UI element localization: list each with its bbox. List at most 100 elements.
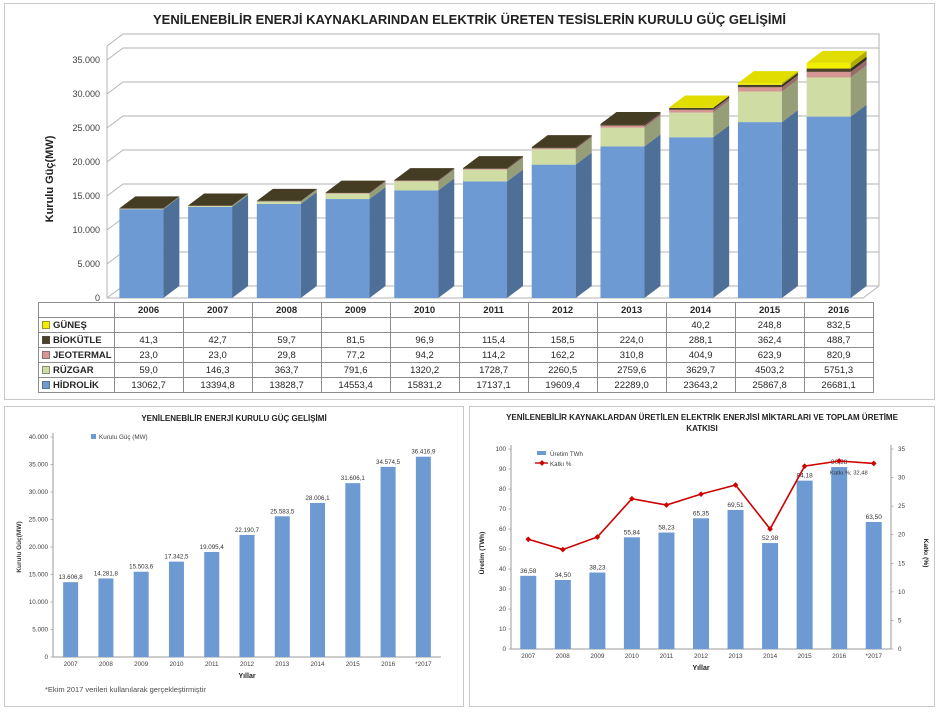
legend-swatch-icon [537,451,546,455]
bar-side-face [644,134,661,298]
bar-value-label: 19.095,4 [200,544,225,551]
x-tick-label: 2008 [556,653,571,660]
year-header-cell: 2009 [320,302,391,318]
year-header-cell: 2014 [665,302,736,318]
x-tick-label: 2016 [381,661,396,668]
year-header-cell: 2016 [803,302,874,318]
table-value-cell [389,317,460,333]
bar-top-face [119,196,180,209]
bar-side-face [507,156,523,169]
x-tick-label: 2009 [134,661,149,668]
y-axis-title: Kurulu Güç(MW) [44,135,56,222]
y-tick-label: 5.000 [77,259,100,269]
bar-side-face [163,196,180,209]
bar [204,551,220,657]
table-value-cell: 115,4 [458,332,529,348]
series-label-cell: GÜNEŞ [38,317,115,333]
bar-value-label: 63,50 [866,514,883,521]
bar-side-face [369,180,386,194]
y-tick-label: 0 [44,654,48,661]
y-tick-label: 15.000 [29,572,49,579]
bar-value-label: 28.006,1 [305,495,330,502]
series-label-cell: RÜZGAR [38,362,115,378]
bar-side-face [232,193,249,207]
bar-group-2007 [188,193,249,298]
bar-side-face [713,95,730,108]
table-value-cell [113,317,184,333]
y-axis-title: Kurulu Güç(MW) [16,521,23,572]
bar-segment [188,206,233,298]
line-marker-icon [663,502,670,508]
y-tick-label: 5.000 [32,627,48,634]
line-marker-icon [698,491,704,497]
bar-segment [737,122,782,298]
table-value-cell: 13394,8 [182,377,253,393]
bottom-right-chart-svg: 0 10 20 30 40 50 60 70 80 90 100 0 5 10 15 20 25 30 35 Üret… [477,445,929,672]
bar-segment [256,201,301,204]
bar-side-face [232,193,249,206]
x-tick-label: 2015 [798,653,813,660]
data-table: 2006 2007 2008 2009 2010 2011 2012 2013 2014 2015… [38,302,874,393]
table-value-cell [182,317,253,333]
y-tick-label-left: 50 [499,546,507,553]
bar-group-2012 [531,135,592,298]
legend-marker-icon [539,460,545,466]
table-value-cell: 2260,5 [527,362,598,378]
bar-side-face [850,59,867,78]
bar-side-face [438,168,455,182]
table-value-cell: 23,0 [113,347,184,363]
x-tick-label: 2012 [240,661,255,668]
year-header-cell: 2006 [113,302,184,318]
bar-side-face [163,197,180,298]
bar-segment [463,168,507,169]
y-tick-label: 0 [95,293,100,303]
bar-value-label: 38,23 [589,565,606,572]
table-value-cell: 248,8 [734,317,805,333]
y-tick-label: 20.000 [72,157,100,167]
table-value-cell [251,317,322,333]
panel-production-and-contribution: YENİLENEBİLİR KAYNAKLARDAN ÜRETİLEN ELEK… [469,406,935,707]
bar [693,518,709,649]
y-tick-label: 15.000 [72,191,100,201]
x-tick-label: *2017 [415,661,432,668]
year-header-cell: 2010 [389,302,460,318]
bar-side-face [369,187,386,298]
bar-top-face [256,188,317,201]
bar-value-label: 84,18 [796,473,813,480]
bar [589,572,606,649]
bar-value-label: 25.583,5 [270,508,295,515]
bar-side-face [850,56,867,72]
bar-segment [600,127,645,147]
bar-segment [669,109,714,113]
x-tick-label: 2010 [625,653,640,660]
bar-side-face [781,110,798,298]
bar-side-face [713,125,730,298]
bar-segment [669,112,714,138]
bar-side-face [575,137,592,165]
y-tick-label: 35.000 [72,55,100,65]
table-value-cell: 288,1 [665,332,736,348]
bar [554,580,571,649]
bar-group-2008 [256,188,317,298]
bar-segment [600,125,645,128]
table-value-cell: 362,4 [734,332,805,348]
gridline [106,81,879,95]
legend-label: Kurulu Güç (MW) [99,434,148,441]
bar-value-label: 15.503,6 [129,564,154,571]
bar [239,534,255,657]
bar-segment [806,62,851,69]
bar-value-label: 34.574,5 [376,459,401,466]
y-tick-label: 20.000 [29,544,49,551]
bar-side-face [300,189,317,202]
x-tick-label: 2014 [763,653,778,660]
bar-segment [394,180,439,182]
table-value-cell: 146,3 [182,362,253,378]
bar-value-label: 13.606,8 [59,574,84,581]
table-value-cell [458,317,529,333]
bar [415,456,431,657]
y-tick-label: 10.000 [72,225,100,235]
bar-top-face [600,112,661,125]
series-label-cell: JEOTERMAL [38,347,115,363]
year-header-cell: 2013 [596,302,667,318]
bar-side-face [644,112,661,126]
